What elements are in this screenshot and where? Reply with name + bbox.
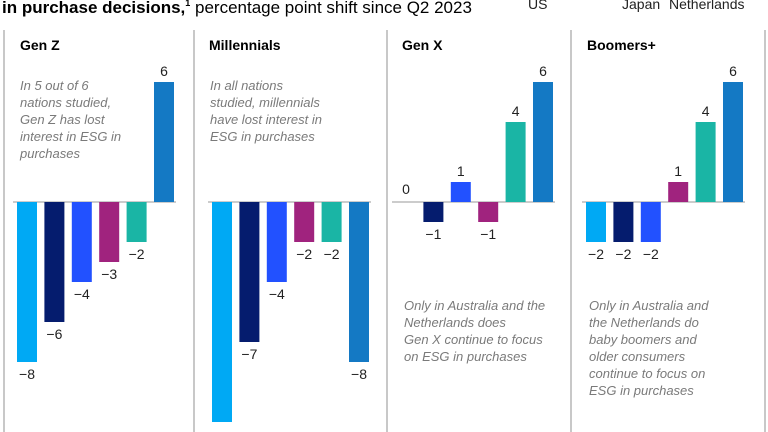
data-label: −4	[269, 286, 285, 302]
data-label: −1	[480, 226, 496, 242]
panel-title-gen-z: Gen Z	[20, 37, 60, 53]
panel-note-boomers: Only in Australia and the Netherlands do…	[589, 297, 708, 399]
bar	[695, 122, 716, 202]
bar	[423, 202, 444, 222]
data-label: −4	[74, 286, 90, 302]
chart-title-bold: in purchase decisions,	[2, 0, 186, 17]
data-label: −2	[296, 246, 312, 262]
data-label: −2	[588, 246, 604, 262]
panel-note-gen-z: In 5 out of 6 nations studied, Gen Z has…	[20, 77, 121, 162]
panel-divider	[570, 30, 572, 432]
note-line: Only in Australia and the	[404, 298, 546, 313]
data-label: −7	[241, 346, 257, 362]
bar	[586, 202, 606, 242]
note-line: In 5 out of 6	[20, 78, 89, 93]
note-line: Only in Australia and	[589, 298, 709, 313]
panel-title-gen-x: Gen X	[402, 37, 443, 53]
data-label: 6	[539, 63, 547, 79]
data-label: 0	[402, 181, 410, 197]
data-label: 1	[674, 163, 682, 179]
legend-label-us: US	[528, 0, 548, 12]
note-line: continue to focus on	[589, 366, 706, 381]
bar	[99, 202, 120, 262]
data-label: −6	[46, 326, 62, 342]
note-line: Gen Z has lost	[20, 112, 105, 127]
panel-note-gen-x: Only in Australia and the Netherlands do…	[404, 297, 545, 365]
note-line: interest in ESG in	[20, 129, 122, 144]
bar	[17, 202, 37, 362]
legend-label-japan: Japan	[622, 0, 661, 12]
legend-item-netherlands: Netherlands	[669, 0, 745, 11]
legend-label-netherlands: Netherlands	[669, 0, 745, 12]
note-line: the Netherlands do	[589, 315, 699, 330]
data-label: −2	[643, 246, 659, 262]
bar	[212, 202, 232, 422]
data-label: −2	[129, 246, 145, 262]
bar	[668, 182, 689, 202]
bar	[533, 82, 553, 202]
bar	[44, 202, 65, 322]
bar	[266, 202, 287, 282]
bar	[613, 202, 634, 242]
panel-divider	[193, 30, 195, 432]
bar	[349, 202, 369, 362]
legend-item-japan: Japan	[622, 0, 660, 11]
data-label: 6	[160, 63, 168, 79]
note-line: Netherlands does	[404, 315, 506, 330]
bar	[239, 202, 260, 342]
note-line: on ESG in purchases	[404, 349, 527, 364]
bar	[723, 82, 743, 202]
bar	[478, 202, 499, 222]
bar	[321, 202, 342, 242]
bar	[450, 182, 471, 202]
data-label: 4	[512, 103, 520, 119]
data-label: −3	[101, 266, 117, 282]
legend-item-us: US	[528, 0, 547, 11]
note-line: have lost interest in	[210, 112, 323, 127]
data-label: 6	[729, 63, 737, 79]
bar	[71, 202, 92, 282]
bar	[640, 202, 661, 242]
data-label: −1	[425, 226, 441, 242]
note-line: ESG in purchases	[589, 383, 694, 398]
data-label: −8	[351, 366, 367, 382]
panel-divider	[3, 30, 5, 432]
panel-title-millennials: Millennials	[209, 37, 281, 53]
panel-divider	[764, 30, 766, 432]
bar	[126, 202, 147, 242]
note-line: In all nations	[210, 78, 283, 93]
bar	[294, 202, 315, 242]
data-label: 4	[702, 103, 710, 119]
bar	[154, 82, 174, 202]
data-label: −2	[324, 246, 340, 262]
data-label: −8	[19, 366, 35, 382]
note-line: nations studied,	[20, 95, 112, 110]
panel-note-millennials: In all nations studied, millennials have…	[210, 77, 322, 145]
note-line: purchases	[20, 146, 80, 161]
note-line: baby boomers and	[589, 332, 697, 347]
bar	[505, 122, 526, 202]
note-line: ESG in purchases	[210, 129, 315, 144]
data-label: −2	[615, 246, 631, 262]
chart-title: in purchase decisions,1 percentage point…	[2, 0, 472, 18]
panel-divider	[386, 30, 388, 432]
note-line: studied, millennials	[210, 95, 320, 110]
data-label: 1	[457, 163, 465, 179]
footnote-marker: 1	[185, 0, 191, 8]
note-line: older consumers	[589, 349, 686, 364]
note-line: Gen X continue to focus	[404, 332, 543, 347]
panel-title-boomers: Boomers+	[587, 37, 656, 53]
chart-title-rest: percentage point shift since Q2 2023	[190, 0, 472, 17]
